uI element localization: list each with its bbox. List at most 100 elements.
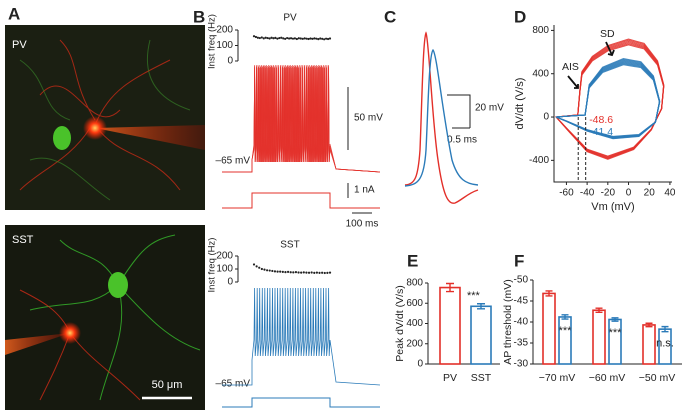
dot [307,37,310,41]
dot [326,271,329,274]
dot [307,271,311,274]
panel-label: B [193,7,205,26]
dot [258,36,261,40]
dot [262,37,265,40]
bar [592,309,606,365]
dot [284,37,287,40]
y-axis-label: Inst freq (Hz) [207,14,218,69]
scale-label: 50 mV [354,113,383,124]
error-bar [595,307,603,314]
y-axis-label: AP threshold (mV) [502,279,514,365]
y-tick-label: 800 [406,278,423,289]
dot [326,37,330,41]
dot [313,37,316,40]
voltage-trace [222,287,381,386]
y-tick-label: 100 [216,264,233,275]
threshold-label: -41.4 [589,126,613,138]
dot [274,36,277,40]
panel-label: C [384,7,396,26]
scale-bar-label: 50 μm [152,379,183,391]
x-tick-label: −60 mV [589,372,625,384]
dot [287,37,291,40]
x-tick-label: −70 mV [539,372,575,384]
dot [260,267,263,271]
error-bar [477,303,485,310]
current-step [222,397,380,408]
y-tick-label: -30 [514,359,529,370]
dot [328,271,332,274]
dot [280,36,283,39]
dot [282,37,285,40]
x-tick-label: 0 [626,188,632,199]
dot [297,271,300,274]
x-tick-label: 40 [664,188,676,199]
dot [328,37,332,40]
y-tick-label: -45 [514,296,529,307]
dot [260,36,263,39]
axes [553,25,672,183]
annotation: *** [467,290,481,302]
dot [273,270,277,273]
scale-label: 100 ms [346,219,379,230]
dot [315,37,318,40]
image-label: SST [12,234,34,246]
dot [305,271,308,274]
dot [317,38,320,41]
dot [295,37,298,41]
dot [299,37,302,40]
panel-label: A [8,4,20,23]
rest-label: –65 mV [216,379,251,390]
dot [303,37,306,40]
scale-label: 20 mV [475,103,504,114]
dot [309,37,312,40]
arrow [605,41,615,57]
bar [642,324,656,365]
panel-label: F [514,251,524,270]
y-axis-label: Inst freq (Hz) [207,238,218,293]
dot [279,270,282,273]
dot [278,36,281,40]
dot [289,271,292,274]
x-tick-label: -20 [601,188,616,199]
annotation: n.s. [656,338,674,350]
dot [318,271,321,274]
dot [293,37,297,40]
dot [254,35,258,39]
panel-label: D [514,7,526,26]
dot [315,271,318,274]
y-tick-label: -50 [514,275,529,286]
dot [323,271,326,275]
scale-label: 1 nA [354,185,375,196]
dot [305,37,308,40]
dot [297,37,300,40]
panel-label: E [407,251,418,270]
dot [256,36,259,39]
dot [321,37,324,40]
error-bar [611,317,619,322]
dot [310,271,313,274]
annotation: SD [600,28,615,40]
x-tick-label: PV [443,372,457,384]
current-step [222,192,380,209]
y-tick-label: 200 [406,338,423,349]
rest-label: –65 mV [216,156,251,167]
dot [266,36,269,40]
chart-title: PV [283,13,297,24]
annotation: *** [559,325,573,337]
dot [284,271,287,274]
voltage-trace [222,67,381,173]
y-tick-label: 800 [532,25,549,36]
x-tick-label: -60 [559,188,574,199]
y-tick-label: 0 [417,359,423,370]
dot [270,36,273,39]
phase-loop [554,44,665,157]
dot [311,37,314,40]
dot [252,35,256,38]
dot [268,269,271,272]
y-tick-label: 400 [532,68,549,79]
error-bar [661,325,669,333]
phase-loop [555,64,661,137]
dot [286,36,289,40]
scale-label: 0.5 ms [447,135,477,146]
